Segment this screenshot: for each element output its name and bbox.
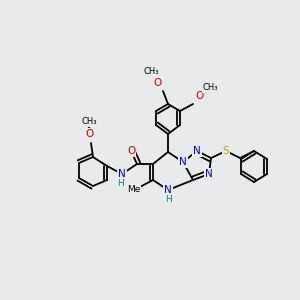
Text: CH₃: CH₃ xyxy=(143,68,159,76)
Text: N: N xyxy=(193,146,201,156)
Text: H: H xyxy=(118,179,124,188)
Text: CH₃: CH₃ xyxy=(81,118,97,127)
Text: O: O xyxy=(85,129,93,139)
Text: S: S xyxy=(223,146,229,156)
Text: CH₃: CH₃ xyxy=(202,83,218,92)
Text: N: N xyxy=(118,169,126,179)
Text: Me: Me xyxy=(127,185,141,194)
Text: O: O xyxy=(153,78,161,88)
Text: N: N xyxy=(179,157,187,167)
Text: H: H xyxy=(166,196,172,205)
Text: N: N xyxy=(164,185,172,195)
Text: O: O xyxy=(127,146,135,156)
Text: N: N xyxy=(205,169,213,179)
Text: O: O xyxy=(196,91,204,101)
